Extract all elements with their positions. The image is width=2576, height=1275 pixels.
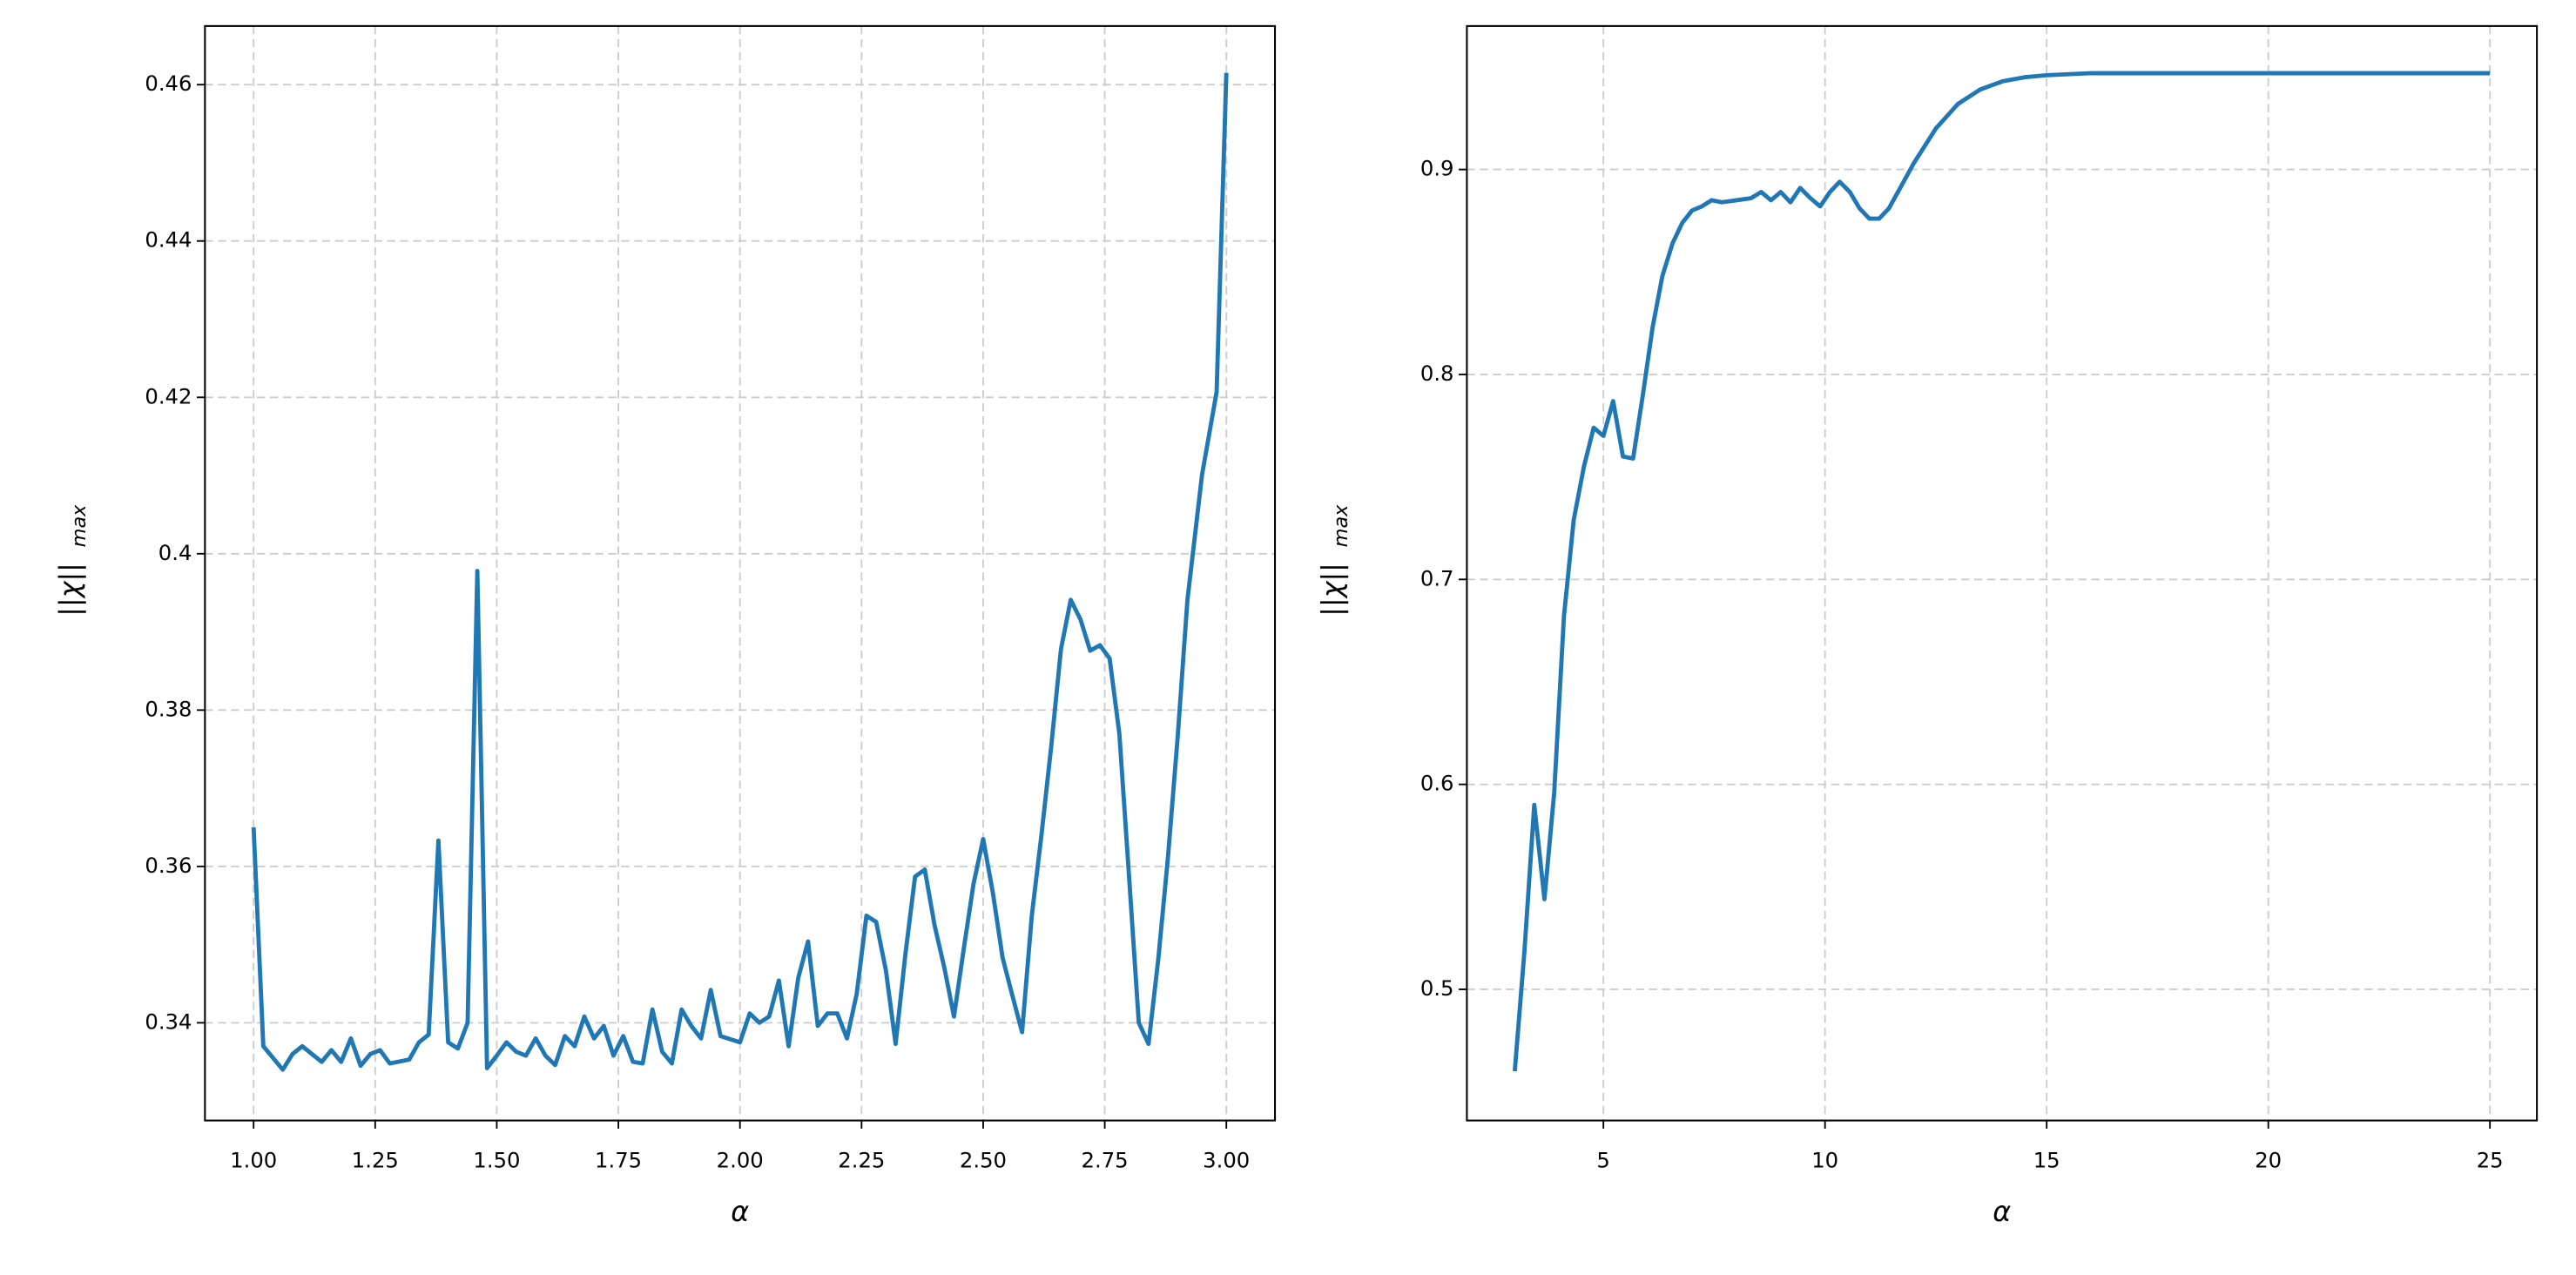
y-axis-label: ||χ|| max [55,504,91,617]
y-tick-label: 0.4 [158,540,192,565]
y-tick-label: 0.9 [1420,156,1454,181]
x-tick-label: 2.75 [1082,1147,1129,1172]
y-tick-label: 0.7 [1420,565,1454,590]
x-tick-label: 2.00 [717,1147,764,1172]
data-line [1512,71,2491,1072]
y-tick-label: 0.5 [1420,975,1454,1001]
y-tick-label: 0.34 [145,1009,192,1034]
x-tick-label: 1.75 [595,1147,642,1172]
y-axis-label-main: ||χ|| [1317,563,1348,617]
x-tick-label: 2.50 [960,1147,1007,1172]
y-tick-label: 0.36 [145,853,192,878]
x-tick-label: 1.50 [473,1147,520,1172]
panel: 1.00 1.25 1.50 1.75 2.00 2.25 2.50 2.75 3.00 0.34… [55,24,1277,1228]
x-tick-label: 5 [1596,1147,1609,1172]
panel: 5 10 15 20 25 0.5 0.6 0.7 0.8 0.9 α ||χ|| max [1317,24,2539,1228]
y-tick-label: 0.44 [145,227,192,253]
y-tick-label: 0.46 [145,71,192,96]
y-axis-label-main: ||χ|| [55,563,86,617]
y-tick-label: 0.8 [1420,361,1454,386]
x-tick-label: 2.25 [838,1147,885,1172]
y-tick-label: 0.42 [145,383,192,408]
plot-frame [204,24,1277,1122]
x-axis-label: α [731,1197,749,1228]
x-tick-label: 20 [2255,1147,2282,1172]
x-tick-label: 15 [2033,1147,2060,1172]
x-tick-label: 3.00 [1203,1147,1250,1172]
y-axis-label: ||χ|| max [1317,504,1352,617]
plot-frame [1466,24,2539,1122]
data-line [251,72,1229,1072]
x-tick-label: 25 [2477,1147,2504,1172]
y-tick-label: 0.38 [145,696,192,721]
y-axis-label-sub: max [68,504,91,548]
x-tick-label: 10 [1811,1147,1838,1172]
x-axis-label: α [1993,1197,2011,1228]
x-tick-label: 1.00 [230,1147,277,1172]
x-tick-label: 1.25 [352,1147,399,1172]
y-tick-label: 0.6 [1420,771,1454,796]
y-axis-label-sub: max [1330,504,1352,548]
